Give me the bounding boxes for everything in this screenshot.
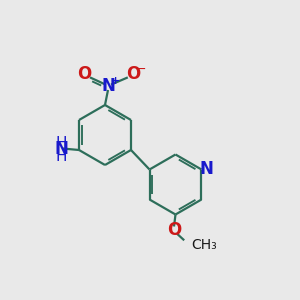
Text: N: N [101,77,115,95]
Text: −: − [136,62,146,76]
Text: O: O [167,221,181,239]
Text: H: H [55,149,67,164]
Text: O: O [126,65,140,83]
Text: O: O [77,65,91,83]
Text: +: + [111,76,120,86]
Text: H: H [55,136,67,151]
Text: N: N [200,160,214,178]
Text: CH₃: CH₃ [191,238,217,252]
Text: N: N [54,140,68,158]
